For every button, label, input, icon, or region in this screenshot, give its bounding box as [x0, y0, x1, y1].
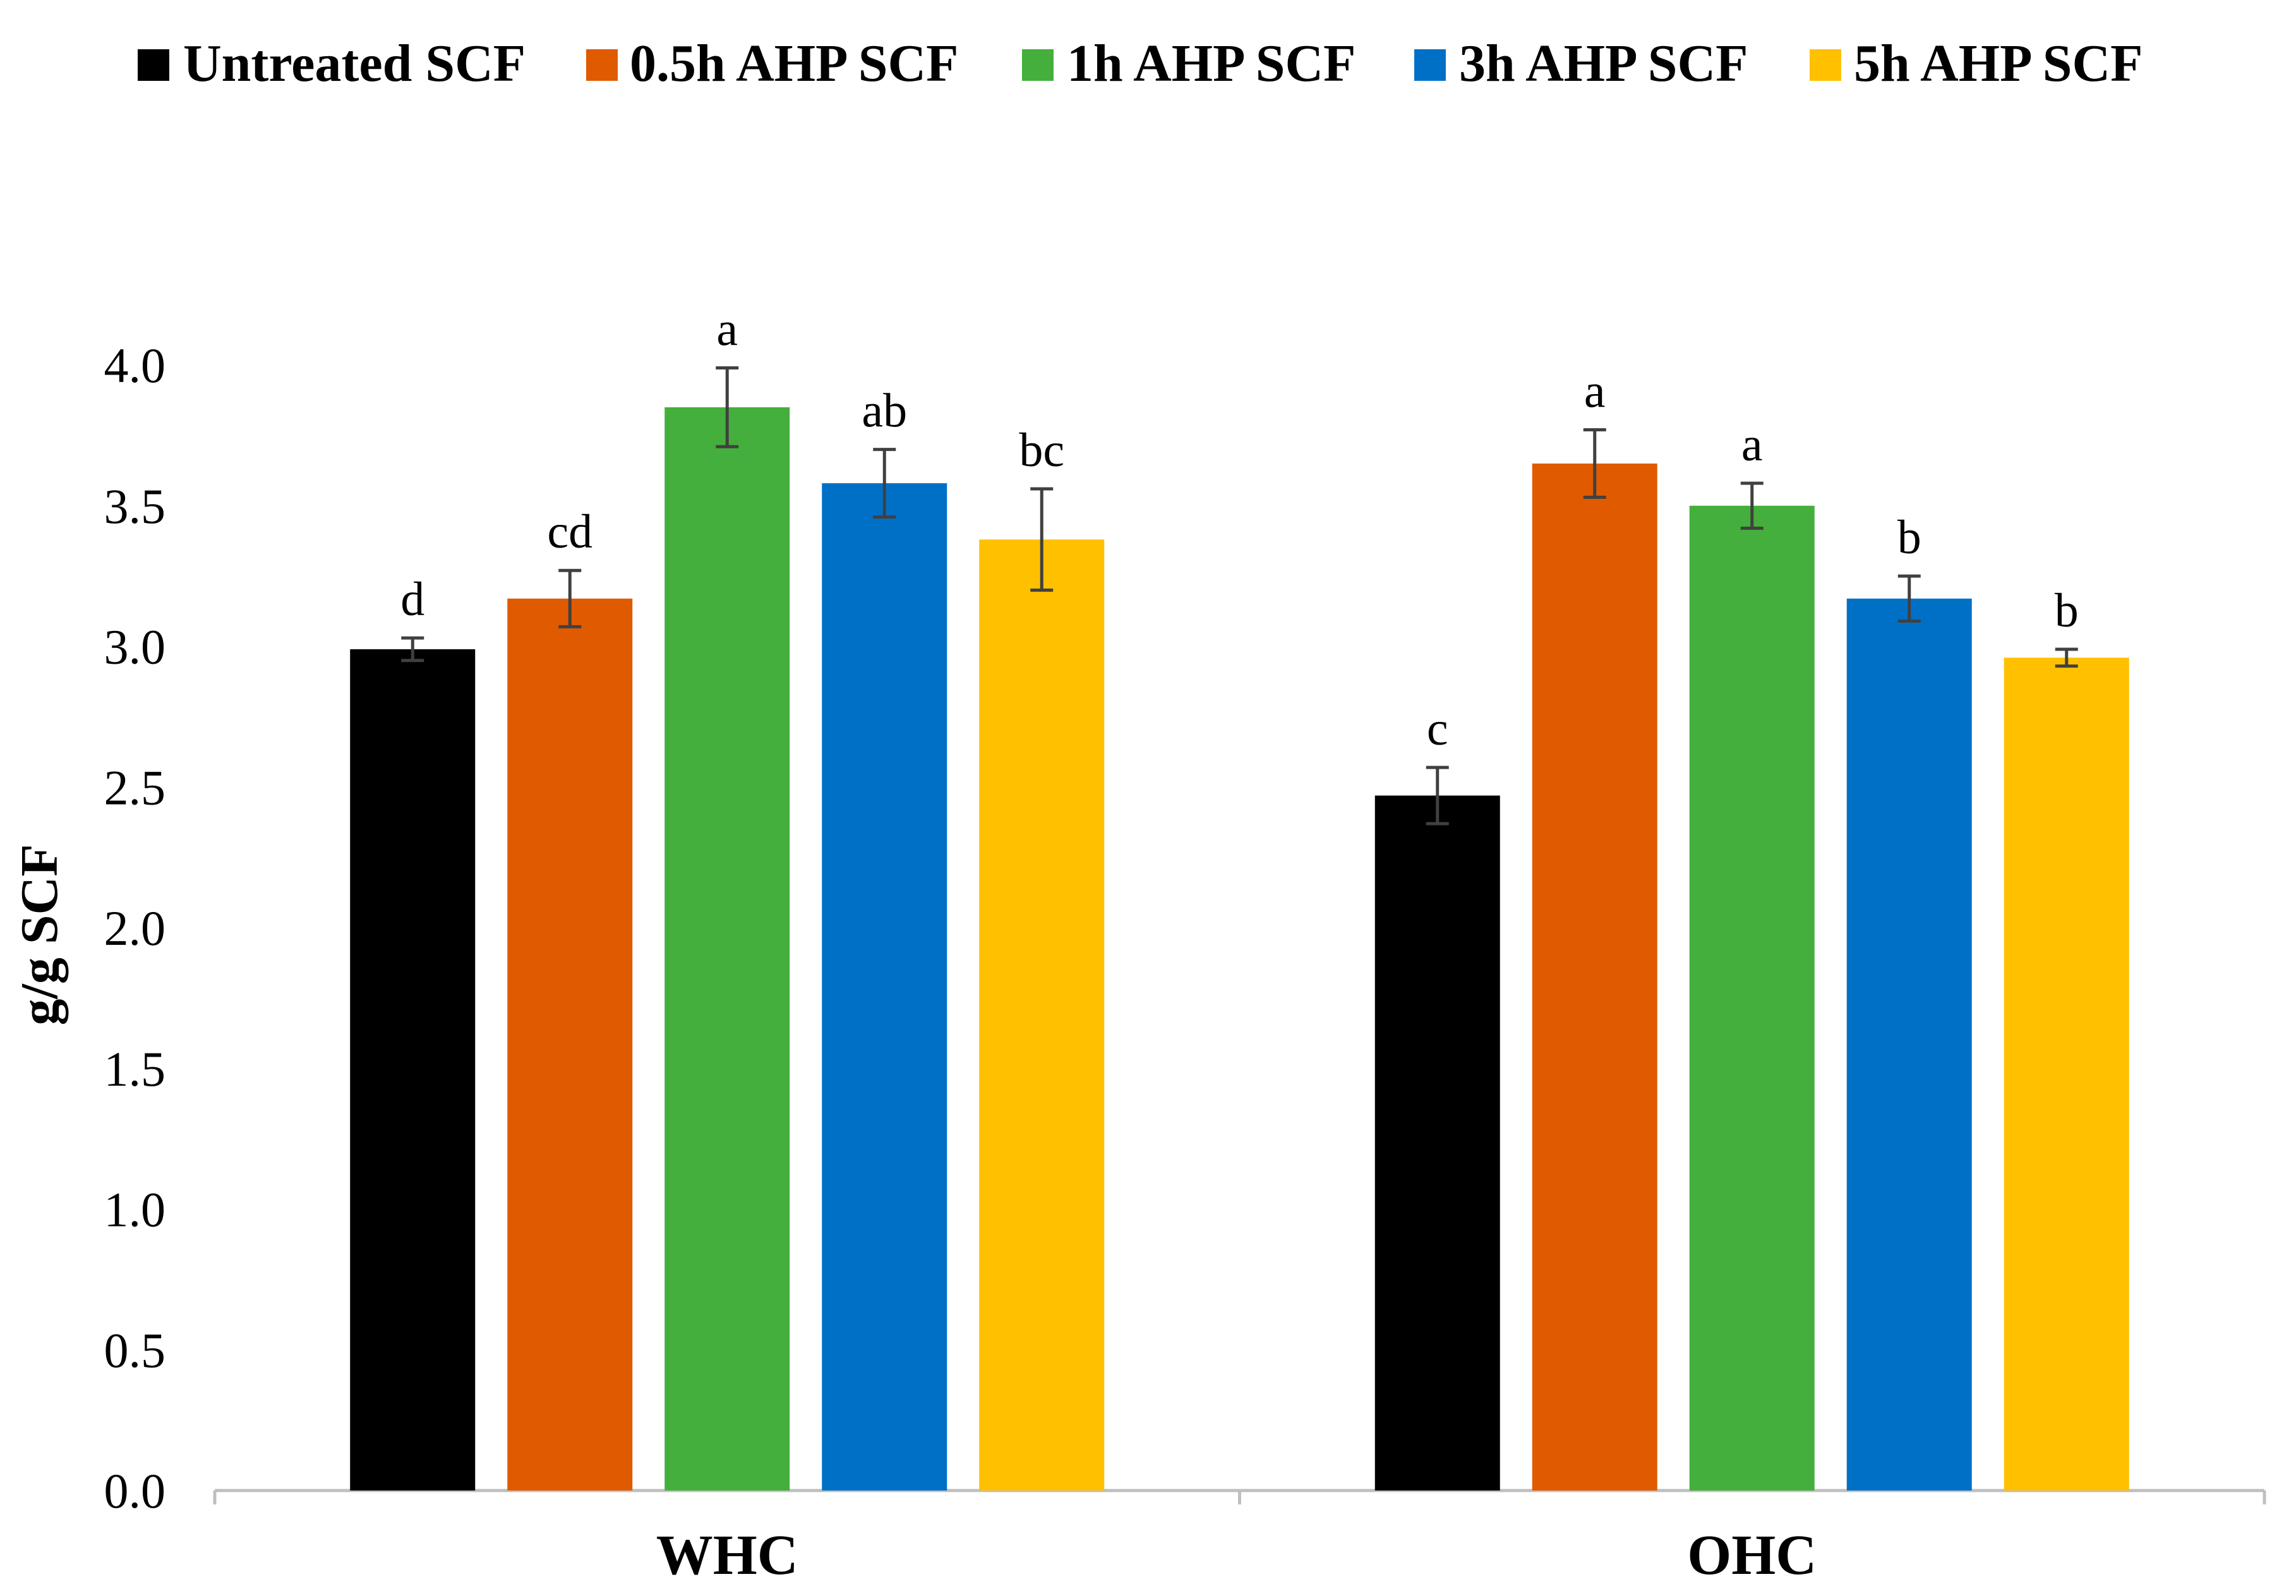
y-tick-label: 4.0	[104, 338, 166, 393]
y-axis-title: g/g SCF	[10, 844, 69, 1025]
x-category-label: WHC	[656, 1524, 798, 1587]
significance-label: c	[1427, 702, 1448, 755]
bar	[350, 649, 476, 1491]
legend-swatch	[586, 49, 618, 81]
y-tick-label: 2.5	[104, 760, 166, 815]
legend-item: 5h AHP SCF	[1810, 34, 2143, 93]
legend-swatch	[1810, 49, 1841, 81]
significance-label: b	[1897, 511, 1921, 564]
legend-swatch	[1414, 49, 1446, 81]
bar	[2004, 657, 2129, 1491]
bar	[1689, 505, 1815, 1491]
significance-label: a	[1584, 364, 1606, 417]
y-tick-label: 1.0	[104, 1182, 166, 1237]
y-tick-label: 2.0	[104, 901, 166, 956]
legend-swatch	[1022, 49, 1054, 81]
y-tick-label: 1.5	[104, 1041, 166, 1096]
bar	[1532, 463, 1657, 1491]
error-bar	[873, 448, 896, 519]
bars-layer	[350, 407, 2129, 1491]
error-bar	[2055, 647, 2078, 668]
y-axis: 0.0 0.5 1.0 1.5 2.0 2.5 3.0 3.5 4.0	[104, 338, 166, 1518]
error-bar	[716, 366, 739, 448]
legend-label: 5h AHP SCF	[1854, 34, 2143, 93]
significance-label: a	[716, 303, 738, 356]
y-tick-label: 0.5	[104, 1323, 166, 1377]
legend-item: 0.5h AHP SCF	[586, 34, 958, 93]
legend-item: 3h AHP SCF	[1414, 34, 1748, 93]
legend-label: 3h AHP SCF	[1459, 34, 1748, 93]
x-axis: WHC OHC	[213, 1489, 2266, 1587]
bar	[507, 598, 633, 1491]
x-category-label: OHC	[1687, 1524, 1817, 1587]
y-tick-label: 3.5	[104, 479, 166, 534]
legend-label: Untreated SCF	[183, 34, 526, 93]
legend-label: 0.5h AHP SCF	[630, 34, 958, 93]
error-bar	[1583, 428, 1606, 499]
y-tick-label: 0.0	[104, 1463, 166, 1518]
significance-label: b	[2055, 584, 2079, 637]
error-bar	[558, 568, 582, 628]
significance-label: a	[1741, 418, 1763, 471]
error-bar	[1740, 481, 1764, 530]
legend-item: Untreated SCF	[138, 34, 526, 93]
legend: Untreated SCF 0.5h AHP SCF 1h AHP SCF 3h AH…	[138, 34, 2143, 93]
error-bar	[1897, 574, 1921, 623]
bar	[1374, 795, 1500, 1491]
significance-label: cd	[547, 505, 592, 558]
bar	[664, 407, 790, 1491]
legend-label: 1h AHP SCF	[1067, 34, 1355, 93]
legend-swatch	[138, 49, 169, 81]
significance-label: ab	[862, 385, 907, 438]
bar	[822, 483, 947, 1491]
error-bars-layer	[401, 366, 2078, 825]
error-bar	[1426, 765, 1449, 825]
significance-label: d	[400, 573, 424, 626]
significance-label: bc	[1019, 424, 1064, 477]
error-bar	[401, 636, 424, 663]
bar	[1846, 598, 1972, 1491]
legend-item: 1h AHP SCF	[1022, 34, 1355, 93]
bar	[979, 539, 1105, 1491]
y-tick-label: 3.0	[104, 620, 166, 675]
error-bar	[1030, 487, 1054, 592]
